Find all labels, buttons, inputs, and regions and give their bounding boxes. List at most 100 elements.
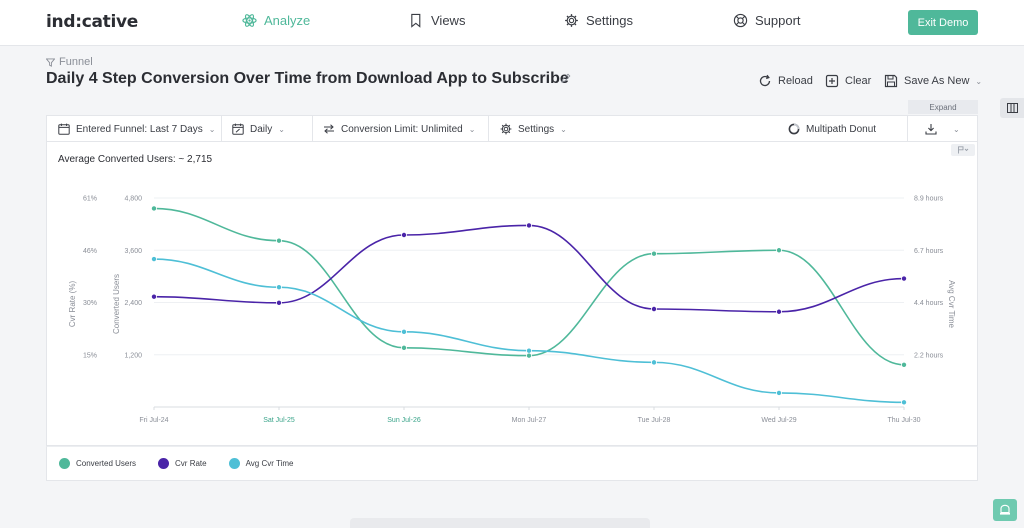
clear-button[interactable]: Clear xyxy=(825,74,871,88)
x-tick-label: Wed Jul-29 xyxy=(761,417,796,424)
legend-item-cvr-rate[interactable]: Cvr Rate xyxy=(158,458,207,469)
x-tick-label: Sat Jul-25 xyxy=(263,417,295,424)
legend-item-converted-users[interactable]: Converted Users xyxy=(59,458,136,469)
nav-support[interactable]: Support xyxy=(733,13,801,28)
entered-funnel-label: Entered Funnel: Last 7 Days xyxy=(76,123,203,135)
y-tick-label-cvr-rate: 30% xyxy=(83,300,97,307)
chevron-down-icon: ⌄ xyxy=(208,124,216,134)
y-tick-label-avg-cvr-time: 6.7 hours xyxy=(914,248,944,255)
bottom-bar xyxy=(350,518,650,528)
data-point-converted-users xyxy=(776,247,783,254)
y-tick-label-avg-cvr-time: 2.2 hours xyxy=(914,352,944,359)
x-tick-label: Mon Jul-27 xyxy=(512,417,547,424)
lifebuoy-icon xyxy=(733,13,748,28)
series-line-cvr-rate xyxy=(153,224,905,313)
page-title: Daily 4 Step Conversion Over Time from D… xyxy=(46,70,569,87)
toolbar-divider xyxy=(488,116,489,142)
legend-item-avg-cvr-time[interactable]: Avg Cvr Time xyxy=(228,458,293,469)
multipath-donut-label: Multipath Donut xyxy=(806,123,877,135)
data-point-converted-users xyxy=(901,361,908,368)
data-point-converted-users xyxy=(525,352,532,359)
legend-swatch xyxy=(158,458,170,469)
data-point-avg-cvr-time xyxy=(901,399,908,406)
download-icon xyxy=(925,124,937,135)
series-line-avg-cvr-time xyxy=(153,258,905,404)
multipath-donut-toggle[interactable]: Multipath Donut xyxy=(788,116,876,142)
annotation-flag-button[interactable] xyxy=(951,144,975,156)
chevron-down-icon: ⌄ xyxy=(953,124,960,134)
toolbar-divider xyxy=(221,116,222,142)
download-dropdown[interactable]: ⌄ xyxy=(925,116,960,142)
query-toolbar: Entered Funnel: Last 7 Days ⌄ Daily ⌄ Co… xyxy=(46,115,978,142)
edit-pencil-icon[interactable] xyxy=(561,73,571,83)
top-nav: ind:cative Analyze Views Settings Suppor… xyxy=(0,0,1024,46)
calendar-icon xyxy=(58,123,70,135)
chevron-down-icon: ⌄ xyxy=(560,124,567,134)
interval-label: Daily xyxy=(250,123,273,135)
data-point-avg-cvr-time xyxy=(151,256,158,263)
app-logo[interactable]: ind:cative xyxy=(46,12,139,32)
data-point-cvr-rate xyxy=(275,299,282,306)
y-tick-label-avg-cvr-time: 8.9 hours xyxy=(914,196,944,203)
y-tick-label-converted-users: 2,400 xyxy=(124,300,142,307)
conversion-limit-label: Conversion Limit: Unlimited xyxy=(341,123,463,135)
exit-demo-button[interactable]: Exit Demo xyxy=(908,10,978,35)
data-point-cvr-rate xyxy=(400,232,407,239)
data-point-cvr-rate xyxy=(901,275,908,282)
series-line-converted-users xyxy=(153,207,905,366)
breadcrumb[interactable]: Funnel xyxy=(46,56,93,68)
help-chat-button[interactable] xyxy=(993,499,1017,521)
line-chart: 61% 46% 30% 15% 4,800 3,600 2,400 1,200 8.9 hour… xyxy=(68,196,956,425)
data-point-avg-cvr-time xyxy=(776,389,783,396)
x-tick-label: Sun Jul-26 xyxy=(387,417,421,424)
nav-support-label: Support xyxy=(755,13,801,28)
legend-swatch xyxy=(228,458,240,469)
data-point-converted-users xyxy=(151,205,158,212)
y-tick-label-converted-users: 3,600 xyxy=(124,248,142,255)
reload-icon xyxy=(759,74,771,87)
flag-icon xyxy=(958,146,969,154)
data-point-cvr-rate xyxy=(651,306,658,313)
toolbar-divider xyxy=(907,116,908,142)
side-panel-toggle[interactable] xyxy=(1000,98,1024,118)
y-tick-label-converted-users: 1,200 xyxy=(124,352,142,359)
chat-icon xyxy=(1000,504,1010,515)
reload-label: Reload xyxy=(778,75,813,87)
data-point-avg-cvr-time xyxy=(525,347,532,354)
columns-icon xyxy=(1006,103,1018,113)
x-tick-label: Thu Jul-30 xyxy=(887,417,920,424)
nav-analyze[interactable]: Analyze xyxy=(242,13,310,28)
data-point-avg-cvr-time xyxy=(400,328,407,335)
nav-settings-label: Settings xyxy=(586,13,633,28)
y-axis-title-converted-users: Converted Users xyxy=(112,274,121,334)
chart-panel: Average Converted Users: ~ 2,715 61% 46% 3… xyxy=(46,141,978,446)
y-tick-label-avg-cvr-time: 4.4 hours xyxy=(914,300,944,307)
nav-views[interactable]: Views xyxy=(409,13,465,28)
chevron-down-icon: ⌄ xyxy=(468,124,476,134)
data-point-cvr-rate xyxy=(776,308,783,315)
reload-button[interactable]: Reload xyxy=(758,74,813,88)
toolbar-divider xyxy=(312,116,313,142)
legend-swatch xyxy=(59,458,70,469)
save-icon xyxy=(884,74,898,88)
y-tick-label-cvr-rate: 46% xyxy=(83,248,97,255)
save-as-new-button[interactable]: Save As New ⌄ xyxy=(884,74,982,88)
y-tick-label-cvr-rate: 15% xyxy=(83,352,97,359)
data-point-converted-users xyxy=(651,250,658,257)
nav-settings[interactable]: Settings xyxy=(564,13,633,28)
data-point-cvr-rate xyxy=(151,293,158,300)
chart-legend: Converted Users Cvr Rate Avg Cvr Time xyxy=(46,446,978,481)
x-tick-label: Fri Jul-24 xyxy=(139,417,168,424)
conversion-limit-dropdown[interactable]: Conversion Limit: Unlimited ⌄ xyxy=(323,116,475,142)
nav-views-label: Views xyxy=(431,13,466,28)
entered-funnel-dropdown[interactable]: Entered Funnel: Last 7 Days ⌄ xyxy=(58,116,215,142)
data-point-avg-cvr-time xyxy=(275,284,282,291)
data-point-converted-users xyxy=(400,344,407,351)
y-tick-label-cvr-rate: 61% xyxy=(83,196,97,203)
gear-icon xyxy=(500,123,512,135)
expand-tab[interactable]: Expand xyxy=(908,100,978,114)
x-tick-label: Tue Jul-28 xyxy=(638,417,671,424)
interval-dropdown[interactable]: Daily ⌄ xyxy=(232,116,285,142)
settings-dropdown[interactable]: Settings ⌄ xyxy=(500,116,567,142)
clear-label: Clear xyxy=(845,75,872,87)
